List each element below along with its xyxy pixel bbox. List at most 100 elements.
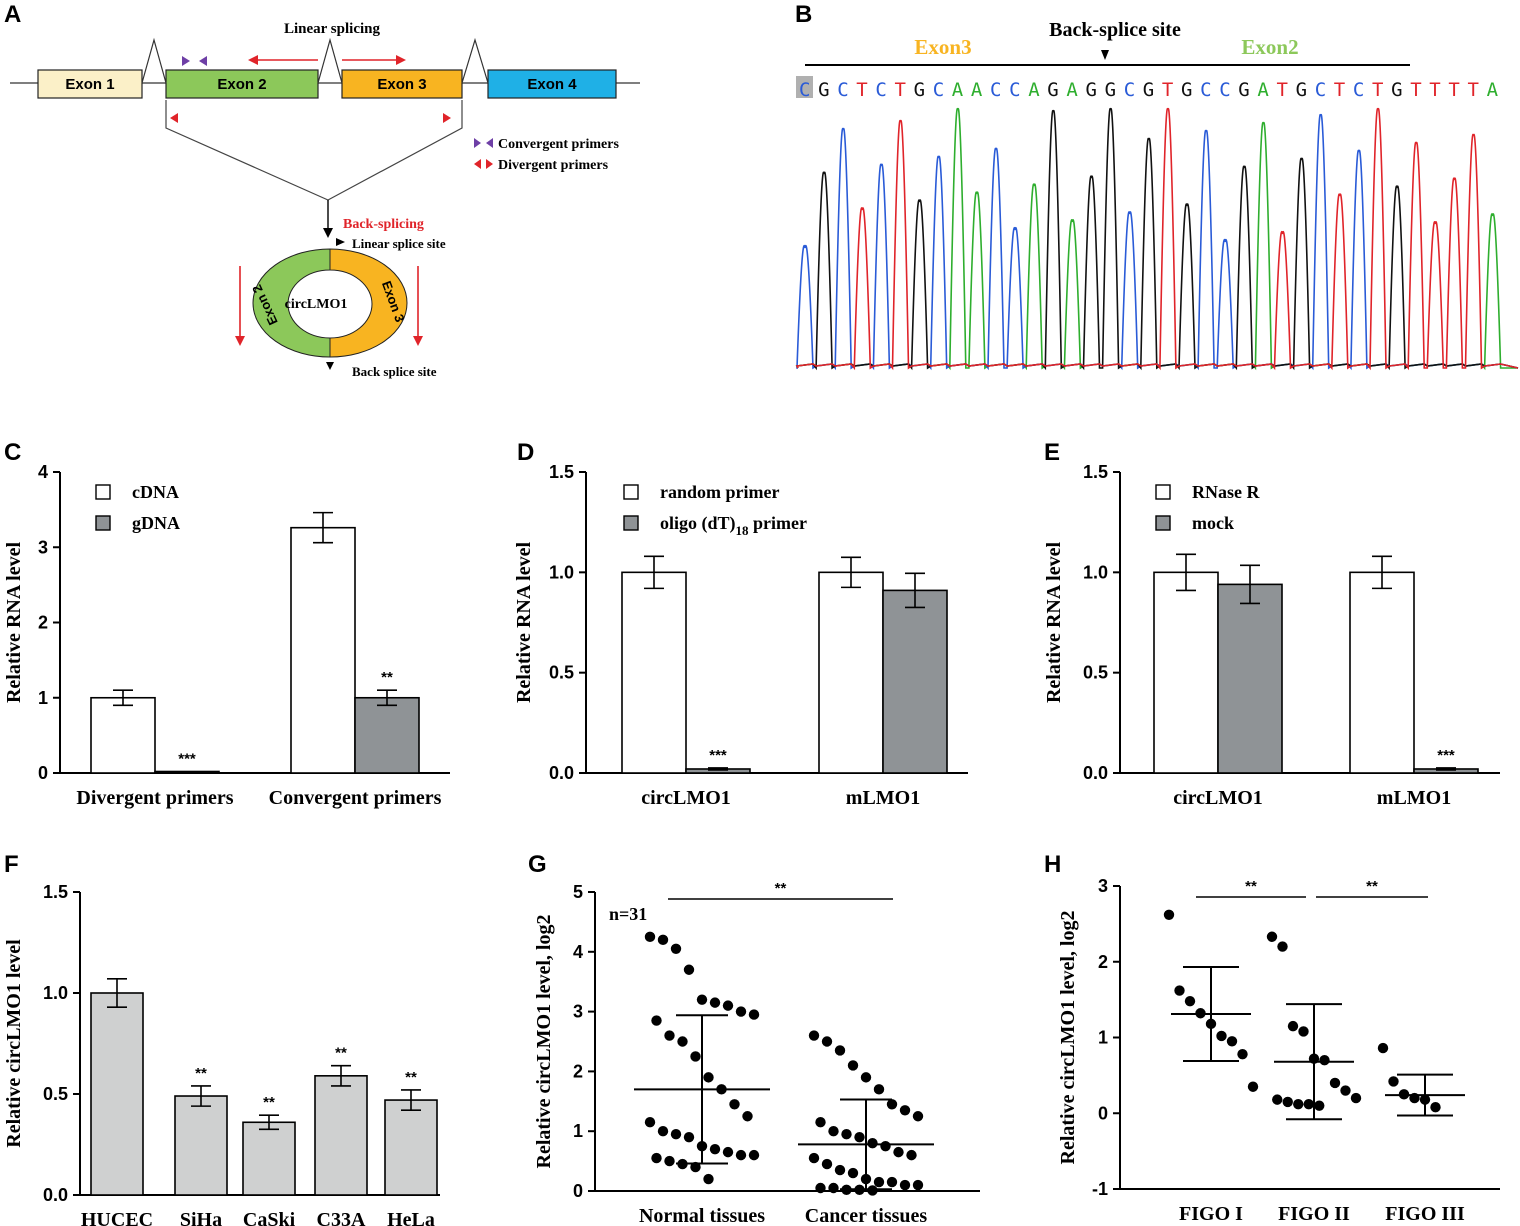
y-tick-label: 1.0 <box>43 983 68 1003</box>
data-point <box>657 934 669 946</box>
data-point <box>808 1030 820 1041</box>
exon4-box <box>487 69 617 99</box>
bar-RNase-R-mLMO1 <box>1349 571 1415 774</box>
bar-cDNA-Convergent-primers <box>290 526 356 774</box>
y-axis-label: Relative RNA level <box>3 542 25 704</box>
panel-letter-d: D <box>517 439 534 466</box>
data-point <box>735 1149 747 1161</box>
error-bar <box>841 556 861 589</box>
error-bar <box>644 555 664 590</box>
legend-swatch <box>623 515 639 531</box>
panel-letter-a: A <box>4 1 21 28</box>
legend-swatch <box>1155 484 1171 500</box>
y-tick-label: 4 <box>38 462 48 482</box>
y-tick-label: 0.5 <box>43 1084 68 1104</box>
data-point <box>1247 1081 1259 1092</box>
exon1-label: Exon 1 <box>65 76 114 93</box>
circ-exon2-ring <box>252 248 331 358</box>
data-point <box>873 1084 885 1095</box>
category-label: HeLa <box>387 1209 435 1226</box>
data-point <box>815 1182 826 1194</box>
error-bar <box>1436 767 1456 771</box>
data-point <box>886 1099 898 1110</box>
y-tick-label: 1.0 <box>549 562 574 582</box>
bar-gDNA-Convergent-primers <box>354 696 420 774</box>
exon1-box <box>37 69 143 99</box>
data-point <box>709 997 721 1008</box>
y-tick-label: 0.0 <box>43 1185 68 1205</box>
sequence-highlight <box>796 76 813 98</box>
convergent-primer-icon <box>199 56 207 66</box>
significance-label: ** <box>195 1065 207 1082</box>
significance-label: ** <box>263 1094 275 1111</box>
error-bar <box>708 767 728 771</box>
data-point <box>1350 1092 1362 1104</box>
data-point <box>834 1045 846 1056</box>
category-label: circLMO1 <box>641 787 731 809</box>
legend-label: gDNA <box>132 513 180 533</box>
circ-name-label: circLMO1 <box>285 297 348 312</box>
data-point <box>828 1182 839 1194</box>
data-point <box>886 1176 898 1188</box>
data-point <box>1226 1036 1238 1047</box>
y-tick-label: 1.5 <box>1083 462 1108 482</box>
exon2-label: Exon 2 <box>217 76 266 93</box>
panel-letter-h: H <box>1044 851 1061 878</box>
y-tick-label: 0 <box>1098 1103 1108 1123</box>
data-point <box>1216 1030 1227 1042</box>
category-label: FIGO I <box>1179 1203 1243 1225</box>
data-point <box>808 1152 820 1164</box>
divergent-primer-icon <box>170 113 178 123</box>
data-point <box>1237 1048 1248 1060</box>
error-bar <box>1176 553 1196 592</box>
data-point <box>644 931 656 943</box>
panel-letter-f: F <box>4 851 19 878</box>
y-tick-label: -1 <box>1092 1179 1108 1199</box>
error-bar <box>313 511 333 544</box>
data-point <box>815 1117 826 1128</box>
chromatogram <box>795 107 1519 371</box>
legend-divergent-icon <box>474 159 481 169</box>
data-point <box>1184 995 1196 1007</box>
divergent-primer-icon <box>443 113 451 123</box>
data-point <box>1174 985 1185 996</box>
data-point <box>748 1009 760 1020</box>
category-label: Normal tissues <box>639 1205 765 1226</box>
significance-label: *** <box>709 747 727 764</box>
y-axis-label: Relative circLMO1 level, log2 <box>533 915 555 1169</box>
linear-splice-site-marker <box>336 238 345 246</box>
data-point <box>709 1143 721 1155</box>
y-tick-label: 1.0 <box>1083 562 1108 582</box>
category-label: FIGO III <box>1385 1203 1465 1225</box>
error-bar <box>331 1064 351 1087</box>
category-label: HUCEC <box>81 1209 153 1226</box>
legend-label: oligo (dT)18 primer <box>660 513 807 538</box>
data-point <box>1303 1098 1314 1110</box>
category-label: CaSki <box>243 1209 296 1226</box>
error-bar <box>107 978 127 1008</box>
y-tick-label: 0.0 <box>549 763 574 783</box>
bar-random-primer-circLMO1 <box>621 571 687 774</box>
legend-divergent-icon <box>486 159 493 169</box>
data-point <box>821 1158 833 1170</box>
data-point <box>644 1117 656 1128</box>
y-tick-label: 2 <box>38 613 48 633</box>
y-tick-label: 3 <box>573 1002 583 1022</box>
bar-circLMO1-CaSki <box>242 1121 296 1196</box>
data-point <box>1272 1094 1283 1105</box>
back-splice-site-label: Back splice site <box>352 364 437 379</box>
data-point <box>1266 931 1278 942</box>
legend-label: RNase R <box>1192 482 1260 502</box>
legend-label: mock <box>1192 513 1234 533</box>
panel-letter-c: C <box>4 439 21 466</box>
panel-f: F 0.0 0.5 1.0 1.5 Relative circLMO1 level HUC… <box>3 851 440 1226</box>
legend-label: cDNA <box>132 482 179 502</box>
back-splice-site-arrow <box>1101 50 1109 60</box>
data-point <box>1287 1020 1299 1032</box>
back-splice-funnel <box>165 100 463 201</box>
data-point <box>1377 1042 1389 1054</box>
data-point <box>1282 1096 1293 1108</box>
